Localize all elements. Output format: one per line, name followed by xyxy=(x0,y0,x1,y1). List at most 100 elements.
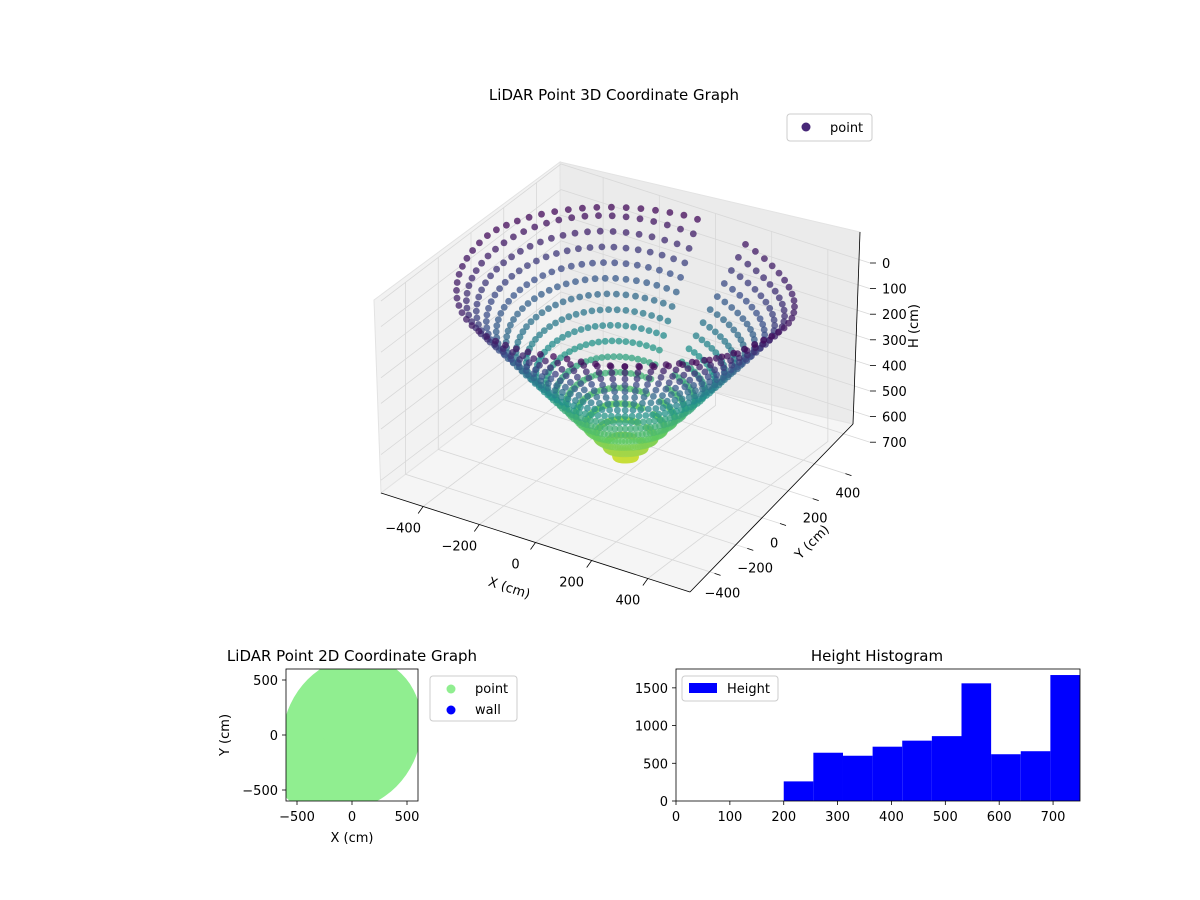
cloud-point xyxy=(621,388,629,395)
xh-tick-label: 400 xyxy=(879,810,904,825)
cloud-point xyxy=(476,239,483,247)
cloud-point xyxy=(581,276,589,284)
cloud-point xyxy=(637,406,645,414)
cloud-point xyxy=(744,260,752,268)
cloud-point xyxy=(575,391,583,399)
cloud-point xyxy=(635,230,643,238)
cloud-point xyxy=(530,355,538,362)
cloud-point xyxy=(541,368,549,376)
x3d-tick-label: 200 xyxy=(559,576,584,591)
cloud-point xyxy=(459,263,466,270)
z3d-tick-label: 700 xyxy=(882,436,907,451)
cloud-point xyxy=(785,283,793,291)
cloud-point xyxy=(633,277,640,285)
cloud-point xyxy=(582,410,589,418)
cloud-point xyxy=(748,303,756,311)
cloud-point xyxy=(656,346,663,354)
cloud-point xyxy=(539,272,547,279)
cloud-point xyxy=(584,228,591,236)
grid-x-line xyxy=(422,177,604,507)
cloud-point xyxy=(686,376,694,384)
cloud-point xyxy=(621,363,629,370)
cloud-point xyxy=(660,367,667,375)
cloud-point xyxy=(611,388,618,395)
cloud-point xyxy=(659,392,666,399)
cloud-point xyxy=(609,228,617,235)
cloud-point xyxy=(472,307,480,315)
x3d-tick-label: 400 xyxy=(615,594,640,609)
cloud-point xyxy=(775,329,782,336)
cloud-point xyxy=(591,323,599,330)
cloud-point xyxy=(505,297,512,305)
cloud-point xyxy=(730,349,738,357)
cloud-point xyxy=(672,288,680,296)
cloud-point xyxy=(640,393,648,401)
cloud-point xyxy=(602,394,610,401)
cloud-point xyxy=(760,274,767,282)
cloud-point xyxy=(631,308,638,315)
cloud-point xyxy=(615,419,623,427)
cloud-point xyxy=(735,254,742,261)
cloud-point xyxy=(668,303,676,310)
cloud-point xyxy=(601,337,609,345)
cloud-point xyxy=(594,291,601,298)
cloud-point xyxy=(672,366,680,374)
cloud-point xyxy=(458,309,466,316)
grid-y-line xyxy=(405,282,715,574)
cloud-point xyxy=(644,381,651,388)
cloud-point xyxy=(616,353,624,361)
cloud-point xyxy=(576,343,584,351)
cloud-point xyxy=(593,393,601,401)
cloud-point xyxy=(609,375,617,383)
cloud-point xyxy=(621,406,629,414)
cloud-point xyxy=(588,411,595,418)
cloud-point xyxy=(598,354,606,361)
cloud-point xyxy=(576,293,584,301)
y3d-tick-label: −400 xyxy=(705,586,741,601)
cloud-point xyxy=(557,377,564,385)
cloud-point xyxy=(685,245,693,252)
cloud-point xyxy=(519,305,526,312)
cloud-point xyxy=(751,341,758,348)
chart-3d: LiDAR Point 3D Coordinate Graph −400 −200… xyxy=(373,86,922,609)
cloud-point xyxy=(564,400,572,408)
cloud-point xyxy=(627,450,634,457)
cloud-point xyxy=(672,384,679,392)
cloud-point xyxy=(592,360,599,368)
cloud-point xyxy=(698,390,705,398)
cloud-point xyxy=(484,232,491,240)
cloud-point xyxy=(752,267,760,275)
cloud-point xyxy=(554,359,562,367)
z3d-tick-label: 100 xyxy=(882,283,907,298)
cloud-point xyxy=(614,413,622,420)
cloud-point xyxy=(679,400,687,408)
yh-tick-label: 1000 xyxy=(635,720,668,735)
histogram-title: Height Histogram xyxy=(811,647,943,665)
cloud-point xyxy=(621,369,629,377)
cloud-point xyxy=(734,309,742,317)
cloud-point xyxy=(638,325,645,332)
ticks-2d: −500 0 500 −500 0 500 xyxy=(242,674,419,825)
cloud-point xyxy=(552,301,559,309)
cloud-point xyxy=(690,397,698,405)
histogram-bar xyxy=(842,755,873,801)
cloud-point xyxy=(475,327,483,335)
cloud-point xyxy=(614,322,622,329)
cloud-point xyxy=(717,359,725,367)
cloud-point xyxy=(680,371,688,379)
chart3d-ylabel: Y (cm) xyxy=(792,522,833,563)
cloud-point xyxy=(591,405,598,413)
cloud-point xyxy=(644,405,652,413)
cloud-point xyxy=(635,412,643,420)
cloud-point xyxy=(698,336,706,344)
cloud-point xyxy=(548,234,555,242)
cloud-point xyxy=(478,259,485,267)
legend-point-label: point xyxy=(475,682,508,697)
cloud-point xyxy=(768,262,776,270)
cloud-point xyxy=(588,339,596,347)
xh-tick-label: 200 xyxy=(771,810,796,825)
cloud-point xyxy=(665,362,672,370)
histogram-legend: Height xyxy=(681,675,779,702)
cloud-point xyxy=(650,218,658,225)
cloud-point xyxy=(508,272,516,280)
